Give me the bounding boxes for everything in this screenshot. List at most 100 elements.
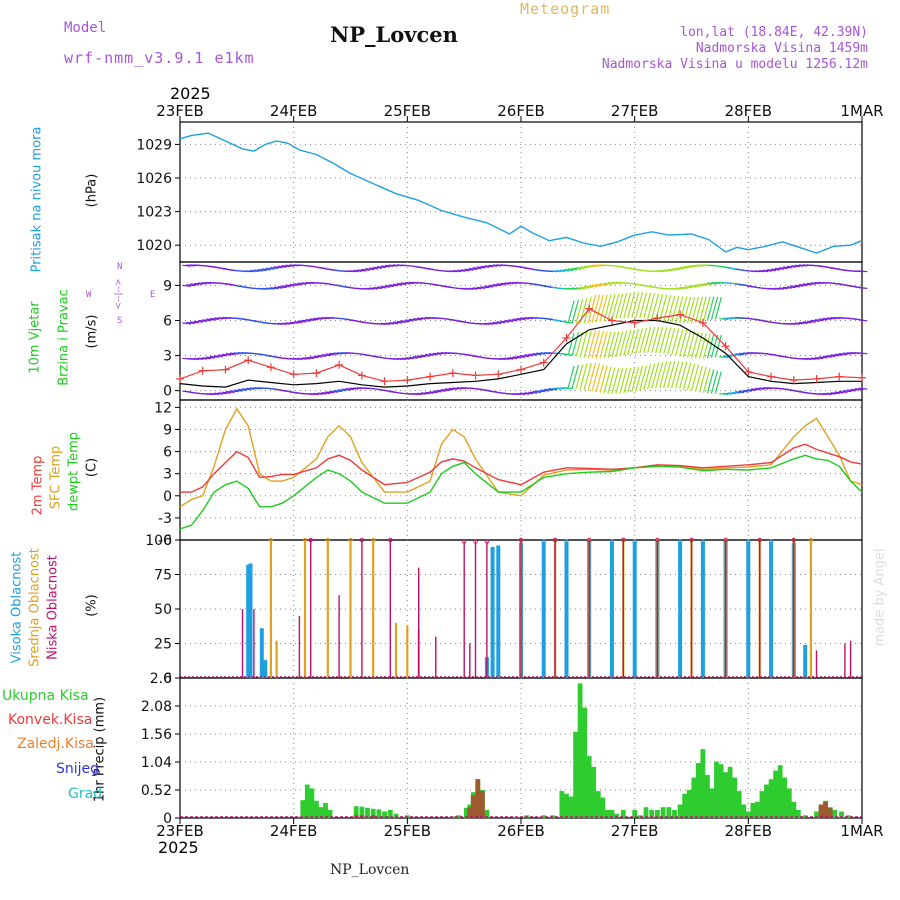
precip-total-bar (846, 815, 851, 818)
wind-barb (858, 387, 868, 390)
low-cloud-bar (253, 609, 255, 678)
wind-barb (739, 352, 749, 355)
wind-barb (233, 352, 243, 355)
wind-barb (846, 389, 856, 392)
wind-barb (782, 266, 792, 269)
wind-barb (778, 267, 788, 270)
wind-barb (552, 387, 562, 390)
high-cloud-bar (632, 541, 637, 678)
wind-barb (504, 319, 514, 322)
wind-barb (858, 352, 868, 355)
wind-barb (182, 264, 192, 267)
wind-barb (743, 352, 752, 355)
wind-barb (309, 318, 319, 321)
precip-total-bar (327, 809, 333, 818)
legend-conv: Konvek.Kisa (8, 712, 93, 728)
wind-barb (635, 328, 644, 354)
wind-barb (587, 362, 597, 391)
low-cloud-bar-cap (308, 537, 313, 543)
wind-barb (702, 296, 711, 322)
wind-barb (528, 353, 538, 356)
wind-speed-marker (539, 358, 548, 367)
wind-barb (686, 331, 696, 358)
wind-barb (767, 269, 776, 272)
wind-barb (317, 392, 327, 395)
high-cloud-bar (259, 628, 264, 678)
high-cloud-bar-cap (632, 539, 637, 544)
high-cloud-bar (746, 541, 751, 678)
wind-barb (575, 364, 584, 389)
wind-barb (500, 282, 510, 285)
wind-barb (631, 328, 640, 355)
low-cloud-bar (389, 540, 391, 678)
precip-total-bar (714, 761, 719, 818)
wind-barb (755, 270, 764, 273)
x-tick-label-top: 26FEB (497, 102, 544, 120)
wind-barb (377, 286, 386, 289)
precip-total-bar (791, 801, 797, 818)
precip-ytick-label: 0 (163, 811, 172, 827)
wind-barb (667, 295, 676, 323)
mid-cloud-bar (394, 622, 398, 678)
wind-barb (814, 357, 824, 360)
wind-barb (524, 354, 534, 357)
wind-barb (269, 287, 279, 290)
wind-barb (572, 287, 581, 290)
wind-speed-marker (357, 371, 366, 380)
cloud-ytick-label: 25 (154, 637, 172, 653)
wind-barb (759, 270, 768, 273)
wind-barb (381, 322, 390, 325)
wind-speed-marker (494, 370, 503, 379)
low-cloud-bar-cap (655, 537, 660, 543)
precip-total-bar (718, 764, 724, 818)
wind-barb (619, 292, 628, 319)
wind-barb (834, 353, 844, 356)
wind-barb (480, 265, 490, 268)
wind-barb (743, 389, 752, 392)
wind-barb (214, 355, 223, 358)
wind-barb (719, 318, 729, 321)
wind-barb (583, 363, 592, 391)
wind-barb (325, 391, 335, 394)
wind-barb (727, 392, 737, 395)
wind-barb (222, 353, 231, 356)
wind-barb (540, 389, 550, 392)
precip-total-bar (832, 809, 838, 818)
wind-barb (317, 317, 327, 320)
wind-barb (468, 287, 478, 290)
mid-cloud-bar (303, 540, 307, 678)
wind-barb (695, 264, 705, 267)
pressure-ytick-label: 1020 (136, 238, 172, 254)
wind-barb (568, 287, 577, 290)
wind-barb (711, 282, 721, 285)
wind-barb (214, 392, 223, 395)
wind-barb (591, 294, 601, 323)
precip-total-bar (677, 804, 683, 818)
wind-barb (385, 264, 394, 267)
precip-total-bar (304, 784, 310, 818)
precip-total-bar (768, 779, 774, 818)
wind-barb (301, 319, 311, 322)
wind-barb (516, 317, 526, 320)
wind-barb (393, 283, 402, 286)
high-cloud-bar-cap (768, 539, 774, 544)
pressure-ytick-label: 1026 (136, 171, 172, 187)
wind-barb (313, 392, 323, 395)
wind-barb (218, 354, 227, 357)
precip-total-bar (723, 772, 728, 818)
wind-barb (412, 318, 422, 321)
wind-barb (401, 357, 410, 360)
high-cloud-bar (490, 546, 495, 678)
wind-barb (249, 387, 259, 390)
wind-barb (682, 296, 692, 324)
wind-barb (210, 392, 219, 395)
precip-total-bar (759, 791, 765, 818)
wind-barb (663, 295, 672, 322)
wind-barb (858, 319, 868, 322)
wind-barb (786, 265, 796, 268)
wind-barb (198, 282, 207, 285)
wind-barb (810, 319, 820, 322)
wind-barb (222, 391, 231, 394)
high-cloud-bar-cap (609, 539, 615, 544)
precip-total-bar (595, 791, 601, 818)
